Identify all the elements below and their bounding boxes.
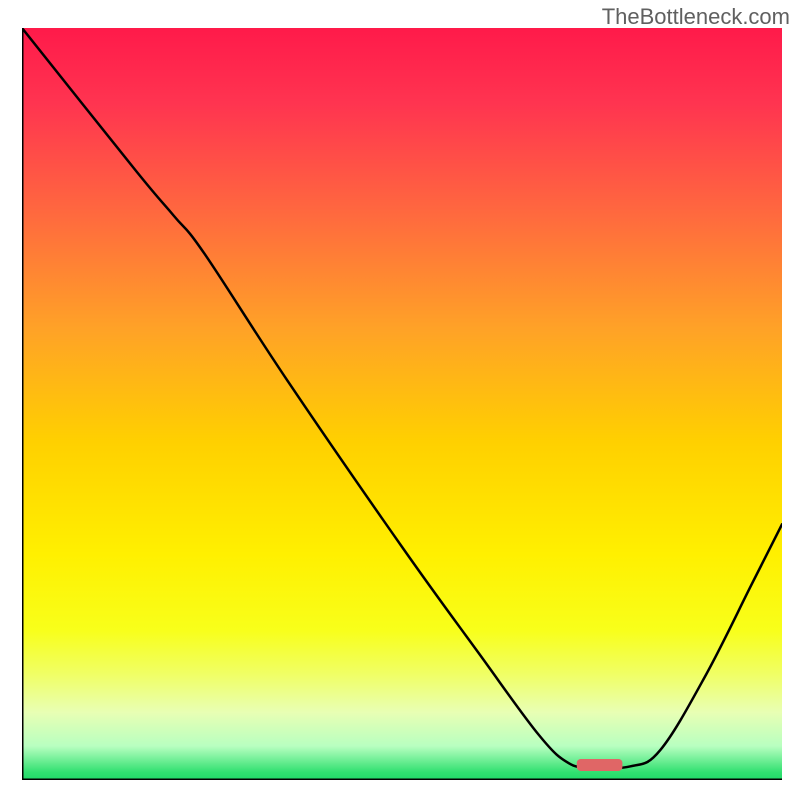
watermark-text: TheBottleneck.com (602, 4, 790, 30)
plot-area (22, 28, 782, 780)
gradient-background (22, 28, 782, 780)
chart-container: { "watermark": "TheBottleneck.com", "cha… (0, 0, 800, 800)
optimal-marker (577, 759, 623, 771)
chart-svg (22, 28, 782, 780)
